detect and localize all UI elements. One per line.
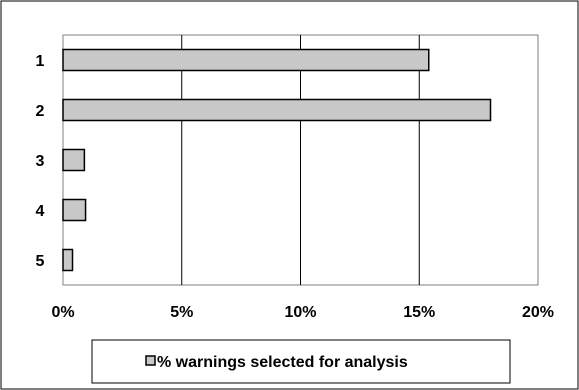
x-axis-tick-labels: 0% 5% 10% 15% 20% — [51, 304, 554, 321]
bar-5 — [62, 248, 74, 272]
x-tick-label-0: 0% — [51, 304, 74, 321]
y-tick-label-4: 4 — [36, 203, 45, 220]
y-axis-tick-labels: 1 2 3 4 5 — [36, 53, 45, 270]
bar-3 — [62, 148, 86, 172]
legend-label: % warnings selected for analysis — [157, 354, 408, 371]
y-tick-label-2: 2 — [36, 103, 45, 120]
y-tick-label-1: 1 — [36, 53, 45, 70]
x-tick-label-3: 15% — [403, 304, 435, 321]
bar-2 — [62, 98, 492, 122]
grid-lines — [181, 35, 420, 285]
bar-4 — [62, 198, 87, 222]
legend-swatch — [145, 355, 156, 366]
legend-box — [91, 339, 511, 384]
x-tick-label-2: 10% — [284, 304, 316, 321]
legend: % warnings selected for analysis — [91, 339, 511, 384]
bars — [62, 48, 492, 272]
bar-1 — [62, 48, 430, 72]
y-tick-label-5: 5 — [36, 253, 45, 270]
x-tick-label-1: 5% — [170, 304, 193, 321]
y-tick-label-3: 3 — [36, 153, 45, 170]
x-tick-label-4: 20% — [522, 304, 554, 321]
